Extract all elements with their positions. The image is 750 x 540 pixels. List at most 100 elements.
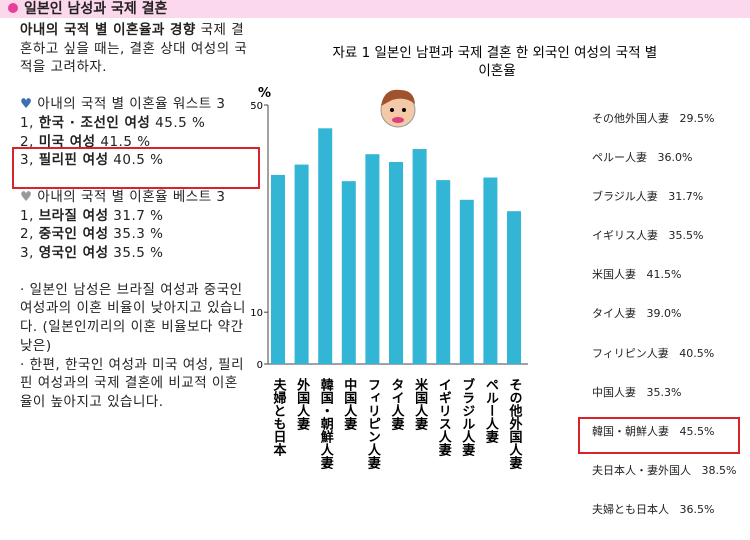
- y-tick-label: 50: [250, 101, 263, 112]
- rank-item: 1, 브라질 여성 31.7 %: [20, 207, 248, 226]
- notes: · 일본인 남성은 브라질 여성과 중국인 여성과의 이혼 비율이 낮아지고 있…: [20, 281, 248, 412]
- rank-item: 2, 미국 여성 41.5 %: [20, 133, 248, 152]
- heading-text: 아내의 국적 별 이혼율 워스트 3: [37, 96, 226, 113]
- x-tick-label: タイ人妻: [389, 378, 405, 431]
- bar: [412, 149, 427, 364]
- rate-item: 中国人妻 35.3%: [592, 384, 736, 423]
- rank-value: 45.5 %: [155, 114, 206, 131]
- rate-item: イギリス人妻 35.5%: [592, 227, 736, 266]
- rate-item: その他外国人妻 29.5%: [592, 110, 736, 149]
- rate-label: 夫日本人・妻外国人: [592, 463, 691, 477]
- x-tick-label: ペルー人妻: [483, 378, 499, 444]
- rate-value: 38.5%: [701, 463, 737, 477]
- face-icon: [380, 89, 416, 128]
- rank: 1,: [20, 207, 34, 224]
- worst-section: ♥ 아내의 국적 별 이혼율 워스트 3 1, 한국 · 조선인 여성 45.5 …: [20, 95, 248, 170]
- chart-title-cont: 이혼율: [478, 63, 515, 79]
- rank-name: 브라질 여성: [38, 207, 109, 224]
- rank-item: 3, 필리핀 여성 40.5 %: [20, 151, 248, 170]
- note: · 한편, 한국인 여성과 미국 여성, 필리핀 여성과의 국제 결혼에 비교적…: [20, 356, 245, 410]
- bar: [389, 161, 403, 364]
- rank-item: 3, 영국인 여성 35.5 %: [20, 244, 248, 263]
- rate-value: 45.5%: [679, 424, 715, 438]
- intro-text: 국제 결혼하고 싶을 때는, 결혼 상대 여성의 국적을 고려하자.: [20, 22, 248, 76]
- rank-name: 중국인 여성: [38, 226, 109, 243]
- rank-value: 35.3 %: [113, 226, 164, 243]
- rate-value: 31.7%: [668, 190, 704, 204]
- bar: [271, 174, 285, 364]
- rate-item: 夫日本人・妻外国人 38.5%: [592, 462, 736, 501]
- rank-value: 41.5 %: [100, 133, 151, 150]
- rate-label: ペルー人妻: [592, 151, 647, 165]
- rank: 2,: [20, 133, 34, 150]
- rank-value: 40.5 %: [113, 152, 164, 169]
- rate-label: 中国人妻: [592, 385, 636, 399]
- rate-value: 29.5%: [679, 112, 715, 125]
- bar: [459, 199, 474, 364]
- rank-name: 미국 여성: [38, 133, 96, 150]
- x-tick-label: 韓国・朝鮮人妻: [318, 377, 334, 470]
- rate-item: 米国人妻 41.5%: [592, 266, 736, 305]
- bar: [365, 154, 380, 364]
- rank-name: 한국 · 조선인 여성: [38, 114, 151, 131]
- intro-bold: 아내의 국적 별 이혼율과 경향: [20, 22, 196, 38]
- x-tick-label: ブラジル人妻: [459, 377, 475, 457]
- rank: 2,: [20, 226, 34, 243]
- rate-item: ブラジル人妻 31.7%: [592, 188, 736, 227]
- chart-title-line: 자료 1 일본인 남편과 국제 결혼 한 외국인 여성의 국적 별 이혼율: [332, 45, 661, 79]
- rate-value: 40.5%: [679, 346, 715, 360]
- best-section: ♥ 아내의 국적 별 이혼율 베스트 3 1, 브라질 여성 31.7 % 2, 중…: [20, 188, 248, 263]
- rate-item: 韓国・朝鮮人妻 45.5%: [592, 423, 736, 462]
- rate-item: フィリピン人妻 40.5%: [592, 345, 736, 384]
- x-tick-label: 米国人妻: [412, 377, 428, 431]
- x-tick-label: 外国人妻: [294, 377, 311, 431]
- intro: 아내의 국적 별 이혼율과 경향 국제 결혼하고 싶을 때는, 결혼 상대 여성…: [20, 21, 248, 77]
- rate-label: ブラジル人妻: [592, 190, 658, 204]
- x-tick-label: 夫婦とも日本: [271, 377, 288, 457]
- rate-list: その他外国人妻 29.5% ペルー人妻 36.0% ブラジル人妻 31.7% イギリス…: [592, 110, 736, 540]
- rank: 3,: [20, 245, 34, 262]
- rank-name: 영국인 여성: [38, 245, 109, 262]
- section-heading: ♥ 아내의 국적 별 이혼율 베스트 3: [20, 188, 226, 205]
- rate-label: タイ人妻: [592, 307, 636, 321]
- rate-label: 夫婦とも日本人: [592, 502, 669, 516]
- header: 일본인 남성과 국제 결혼: [0, 0, 750, 18]
- y-axis-label: %: [258, 86, 271, 101]
- rank-item: 1, 한국 · 조선인 여성 45.5 %: [20, 114, 248, 133]
- rate-value: 35.3%: [646, 385, 682, 399]
- rank-name: 필리핀 여성: [38, 152, 109, 169]
- y-tick-label: 0: [257, 360, 263, 371]
- bar: [341, 181, 356, 364]
- rate-value: 35.5%: [668, 229, 704, 243]
- rate-value: 36.5%: [679, 502, 715, 516]
- bar: [294, 164, 309, 364]
- rate-label: 韓国・朝鮮人妻: [592, 424, 669, 438]
- y-tick-label: 10: [250, 308, 263, 319]
- rate-value: 39.0%: [646, 307, 682, 321]
- section-heading: ♥ 아내의 국적 별 이혼율 워스트 3: [20, 96, 226, 113]
- header-title: 일본인 남성과 국제 결혼: [24, 1, 168, 17]
- rank: 3,: [20, 152, 34, 169]
- note: · 일본인 남성은 브라질 여성과 중국인 여성과의 이혼 비율이 낮아지고 있…: [20, 281, 246, 354]
- x-tick-label: 中国人妻: [341, 377, 357, 431]
- bar: [483, 177, 498, 364]
- x-tick-label: フィリピン人妻: [365, 378, 381, 470]
- rate-item: タイ人妻 39.0%: [592, 305, 736, 344]
- rate-value: 41.5%: [646, 268, 682, 282]
- x-tick-label: イギリス人妻: [436, 378, 452, 457]
- rate-item: ペルー人妻 36.0%: [592, 149, 736, 188]
- rank: 1,: [20, 114, 34, 131]
- rank-value: 35.5 %: [113, 245, 164, 262]
- heading-text: 아내의 국적 별 이혼율 베스트 3: [37, 188, 226, 205]
- bar: [507, 211, 521, 364]
- rate-label: その他外国人妻: [592, 112, 669, 125]
- x-tick-label: その他外国人妻: [507, 378, 524, 470]
- rank-value: 31.7 %: [113, 207, 164, 224]
- rate-label: フィリピン人妻: [592, 346, 669, 360]
- bar: [318, 128, 333, 364]
- rate-item: 夫婦とも日本人 36.5%: [592, 501, 736, 540]
- rate-value: 36.0%: [657, 151, 693, 165]
- rate-label: 米国人妻: [592, 268, 636, 282]
